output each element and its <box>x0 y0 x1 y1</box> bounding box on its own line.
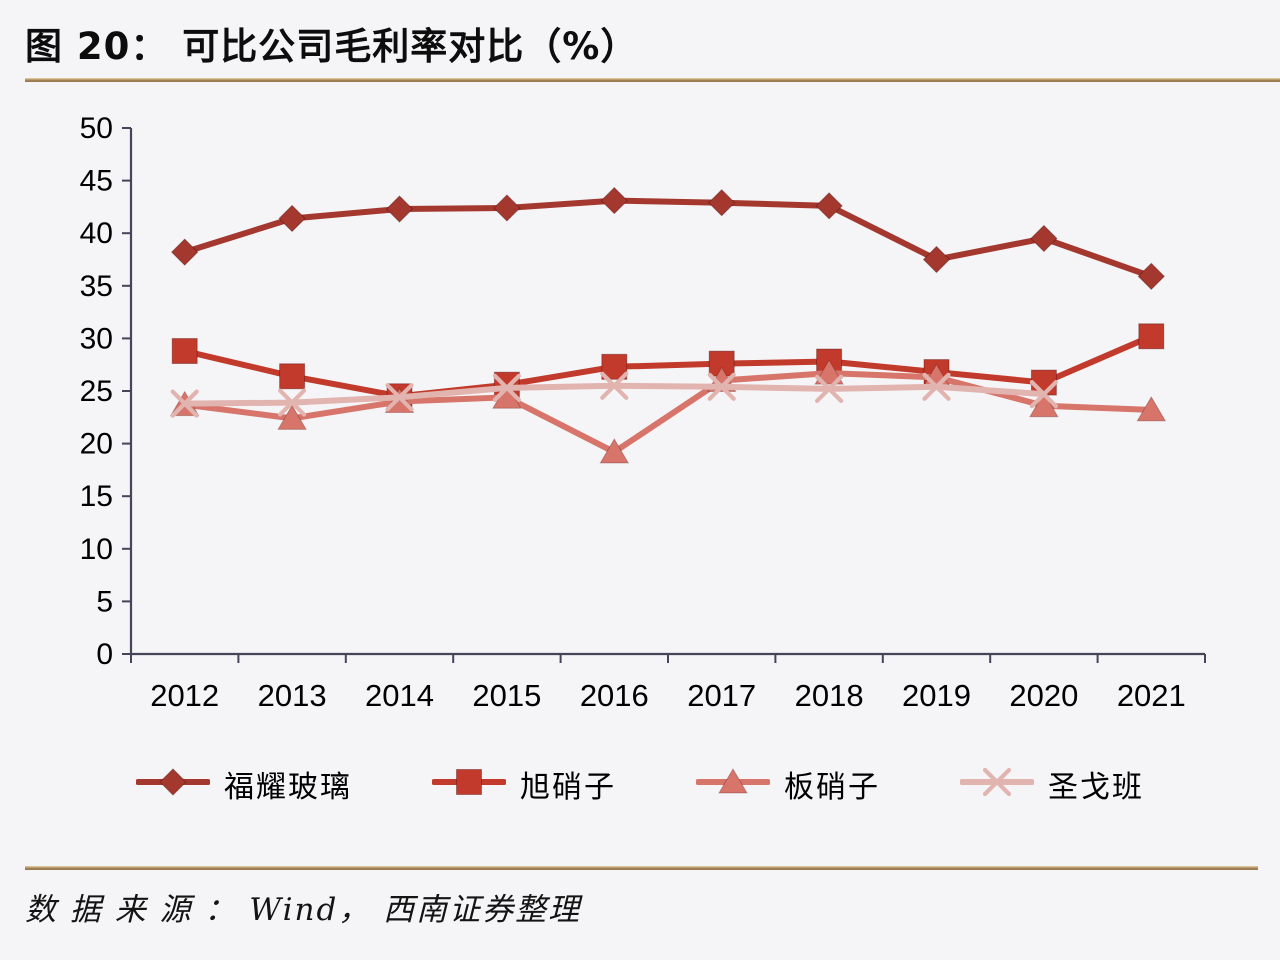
data-point-diamond <box>600 186 629 215</box>
data-point-diamond <box>815 192 843 220</box>
y-axis-tick-label: 45 <box>80 165 113 198</box>
x-axis-tick-label: 2014 <box>365 678 434 713</box>
legend-label: 旭硝子 <box>520 770 616 805</box>
x-axis-tick-label: 2015 <box>472 678 541 713</box>
legend-marker-x-icon <box>959 767 1035 802</box>
gross-margin-line-chart: 0 5 10 15 20 25 30 35 40 45 50 2012 2013 2014 2015 2016… <box>80 112 1206 713</box>
y-axis-tick-label: 10 <box>80 533 113 566</box>
data-point-triangle <box>599 438 630 464</box>
data-point-diamond <box>707 188 736 217</box>
data-point-diamond <box>1137 262 1166 291</box>
data-point-triangle <box>718 767 748 793</box>
figure-title: 图 20： 可比公司毛利率对比（%） <box>25 25 639 68</box>
x-axis-tick-label: 2021 <box>1117 678 1186 713</box>
legend-swatch-svg <box>959 767 1035 796</box>
legend-item-fuyao: 福耀玻璃 <box>135 762 352 806</box>
data-point-square <box>456 768 482 795</box>
legend-swatch-svg <box>695 767 771 793</box>
data-point-diamond <box>493 194 521 222</box>
series-板硝子 <box>169 359 1167 464</box>
y-axis-tick-label: 25 <box>80 375 113 408</box>
data-point-x <box>385 383 414 412</box>
data-point-x <box>922 372 951 401</box>
y-axis-tick-label: 30 <box>80 322 113 355</box>
data-point-x <box>982 767 1012 796</box>
data-point-diamond <box>1030 224 1058 253</box>
x-axis-tick-label: 2018 <box>795 678 864 713</box>
data-point-x <box>278 388 307 417</box>
legend-marker-diamond-icon <box>135 767 211 802</box>
data-point-x <box>170 389 199 418</box>
legend-marker-triangle-icon <box>695 767 771 802</box>
data-point-x <box>492 373 521 402</box>
x-axis-tick-label: 2016 <box>580 678 649 713</box>
legend-swatch-svg <box>431 768 507 795</box>
data-point-diamond <box>922 245 951 274</box>
legend-label: 圣戈班 <box>1048 770 1144 805</box>
data-source-note: 数 据 来 源 ： Wind， 西南证券整理 <box>25 892 582 928</box>
y-axis-tick-label: 15 <box>80 480 113 513</box>
legend-item-nsg: 板硝子 <box>695 762 880 806</box>
data-point-diamond <box>159 767 187 796</box>
footer-divider <box>25 866 1258 870</box>
y-axis-tick-label: 50 <box>80 112 113 145</box>
data-point-triangle <box>1029 391 1059 418</box>
x-axis-tick-label: 2019 <box>902 678 971 713</box>
series-旭硝子 <box>171 323 1165 410</box>
data-point-x <box>1029 380 1058 409</box>
data-point-diamond <box>278 204 306 233</box>
data-point-x <box>815 374 844 403</box>
series-圣戈班 <box>170 371 1058 418</box>
series-line <box>181 197 1155 280</box>
data-point-x <box>600 371 629 400</box>
x-axis-tick-label: 2013 <box>258 678 327 713</box>
chart-legend: 福耀玻璃 旭硝子 板硝子 圣戈班 <box>0 762 1280 806</box>
data-point-x <box>707 372 736 401</box>
legend-item-saintgobain: 圣戈班 <box>959 762 1144 806</box>
legend-label: 板硝子 <box>784 770 880 805</box>
legend-label: 福耀玻璃 <box>224 770 352 805</box>
data-point-diamond <box>385 195 414 223</box>
y-axis-tick-label: 5 <box>96 585 113 618</box>
data-point-triangle <box>814 359 844 385</box>
series-福耀玻璃 <box>170 186 1166 291</box>
x-axis-tick-label: 2012 <box>150 678 219 713</box>
data-point-triangle <box>277 404 307 430</box>
data-point-square <box>279 363 306 390</box>
legend-item-agc: 旭硝子 <box>431 762 616 806</box>
data-point-diamond <box>170 238 199 266</box>
x-axis-tick-label: 2020 <box>1009 678 1078 713</box>
y-axis-tick-label: 35 <box>80 270 113 303</box>
legend-swatch-svg <box>135 767 211 796</box>
data-point-square <box>1138 323 1165 350</box>
y-axis-tick-label: 20 <box>80 428 113 461</box>
x-axis-tick-label: 2017 <box>687 678 756 713</box>
legend-marker-square-icon <box>431 767 507 802</box>
y-axis-tick-label: 0 <box>96 638 113 671</box>
y-axis-tick-label: 40 <box>80 217 113 250</box>
data-point-triangle <box>1136 395 1167 422</box>
title-divider <box>25 78 1280 82</box>
series-line <box>181 333 1155 400</box>
data-point-square <box>171 338 198 365</box>
